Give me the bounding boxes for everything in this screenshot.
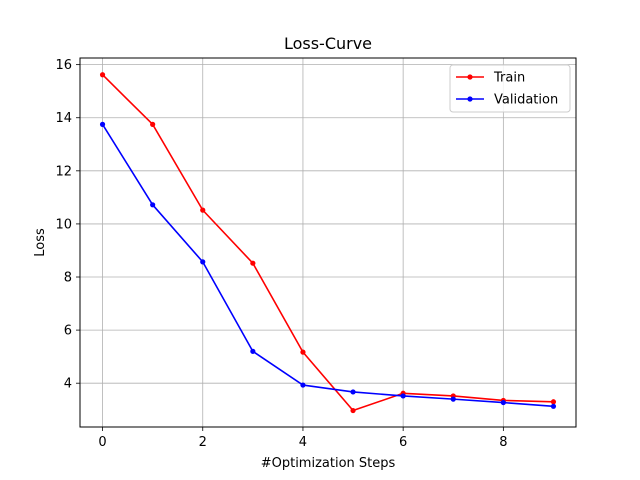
data-point-validation bbox=[250, 348, 256, 354]
grid-lines bbox=[80, 58, 576, 427]
y-tick-label: 10 bbox=[55, 217, 72, 232]
data-point-validation bbox=[450, 396, 456, 402]
legend-label-validation: Validation bbox=[494, 93, 558, 108]
data-point-validation bbox=[500, 399, 506, 406]
data-point-validation bbox=[400, 393, 406, 399]
legend: Train Validation bbox=[449, 64, 571, 113]
y-tick-label: 16 bbox=[55, 58, 72, 73]
data-point-validation bbox=[150, 202, 156, 208]
y-tick-label: 14 bbox=[55, 111, 72, 126]
data-point-train bbox=[150, 121, 156, 127]
data-point-train bbox=[99, 72, 106, 78]
plot-frame bbox=[79, 57, 577, 428]
data-series bbox=[99, 72, 557, 414]
data-point-train bbox=[200, 207, 206, 213]
data-point-validation bbox=[350, 389, 356, 395]
x-tick-label: 0 bbox=[98, 435, 106, 450]
y-tick-label: 12 bbox=[55, 164, 72, 179]
legend-label-train: Train bbox=[493, 71, 525, 86]
x-tick-label: 6 bbox=[399, 435, 407, 450]
data-point-validation bbox=[300, 382, 306, 388]
data-point-train bbox=[300, 349, 306, 355]
x-tick-label: 2 bbox=[199, 435, 207, 450]
data-point-validation bbox=[200, 259, 206, 265]
chart-title: Loss-Curve bbox=[284, 34, 372, 53]
data-point-train bbox=[350, 407, 356, 414]
data-point-train bbox=[550, 399, 557, 405]
x-tick-label: 8 bbox=[499, 435, 507, 450]
y-tick-label: 4 bbox=[64, 377, 72, 392]
y-axis-label: Loss bbox=[33, 228, 48, 257]
legend-marker-train bbox=[467, 74, 473, 80]
series-line-train bbox=[101, 74, 554, 412]
y-tick-label: 8 bbox=[64, 271, 72, 286]
axis-ticks: 0 2 4 6 8 4 6 8 10 12 14 16 bbox=[55, 58, 507, 450]
x-axis-label: #Optimization Steps bbox=[261, 456, 396, 471]
legend-marker-validation bbox=[467, 96, 473, 102]
series-line-validation bbox=[101, 123, 554, 408]
y-tick-label: 6 bbox=[64, 324, 72, 339]
data-point-validation bbox=[99, 121, 106, 127]
data-point-validation bbox=[550, 403, 557, 409]
data-point-train bbox=[250, 260, 256, 266]
x-tick-label: 4 bbox=[299, 435, 307, 450]
